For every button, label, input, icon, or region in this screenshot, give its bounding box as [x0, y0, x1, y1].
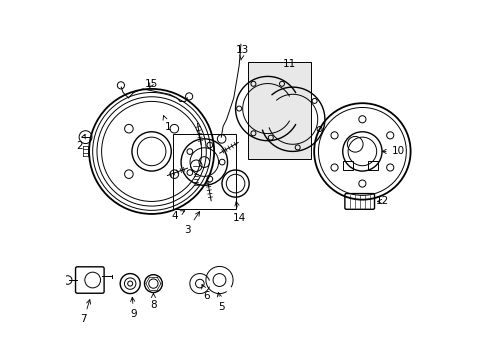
Text: 12: 12 — [375, 197, 388, 206]
Text: 13: 13 — [236, 45, 249, 60]
Text: 5: 5 — [217, 293, 224, 312]
Text: 6: 6 — [202, 284, 210, 301]
Text: 10: 10 — [382, 147, 404, 157]
Text: 11: 11 — [282, 59, 295, 69]
Text: 3: 3 — [183, 212, 199, 235]
Bar — [342, 161, 353, 170]
Bar — [247, 62, 310, 158]
Text: 2: 2 — [76, 134, 85, 151]
Text: 4: 4 — [171, 211, 184, 221]
Text: 15: 15 — [145, 78, 158, 89]
Text: 1: 1 — [163, 116, 171, 132]
Text: 9: 9 — [130, 297, 137, 319]
Text: 8: 8 — [150, 293, 156, 310]
Text: 7: 7 — [80, 300, 90, 324]
Text: 14: 14 — [232, 202, 245, 222]
Bar — [367, 161, 378, 170]
Bar — [173, 134, 235, 208]
